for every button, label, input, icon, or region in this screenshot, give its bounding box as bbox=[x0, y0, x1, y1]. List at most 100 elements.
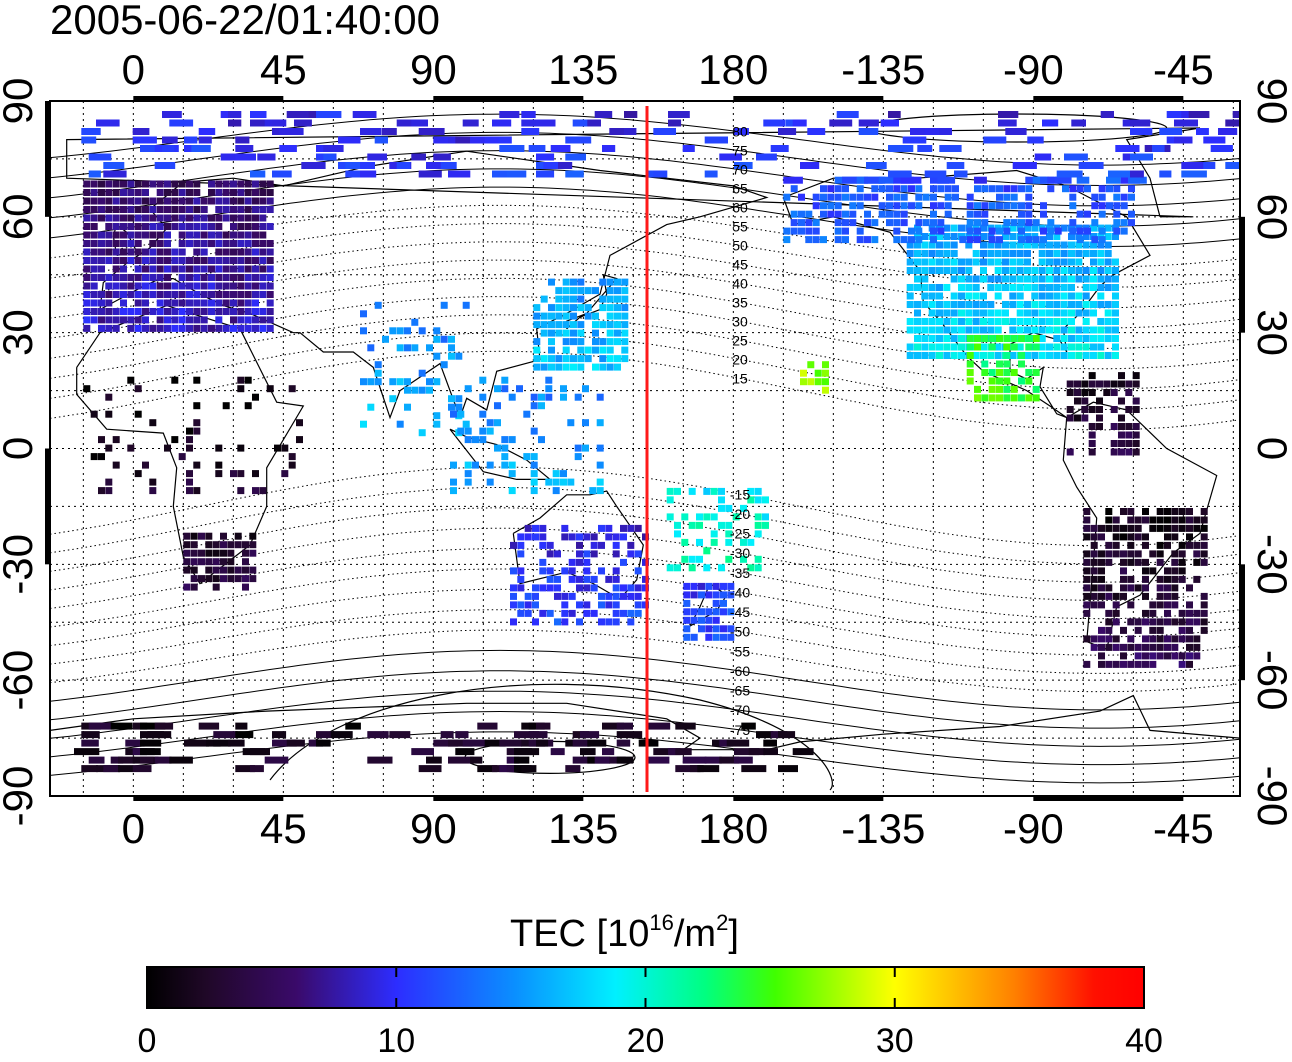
tec-cell bbox=[134, 206, 142, 213]
tec-cell bbox=[510, 618, 517, 626]
tec-cell bbox=[928, 318, 936, 325]
tec-cell bbox=[624, 128, 637, 135]
tec-cell bbox=[1068, 352, 1075, 359]
tec-cell bbox=[980, 258, 987, 266]
tec-cell bbox=[936, 284, 943, 291]
tec-cell bbox=[878, 185, 886, 193]
tec-cell bbox=[1010, 369, 1018, 376]
tec-cell bbox=[134, 324, 142, 332]
tec-cell bbox=[1186, 508, 1193, 515]
tec-cell bbox=[1003, 394, 1011, 402]
tec-cell bbox=[164, 257, 171, 264]
tec-cell bbox=[450, 410, 457, 418]
tec-cell bbox=[426, 386, 433, 394]
tec-cell bbox=[675, 722, 696, 730]
tec-cell bbox=[127, 316, 135, 324]
tec-cell bbox=[1149, 601, 1157, 609]
tec-cell bbox=[974, 185, 981, 193]
tec-cell bbox=[1081, 406, 1089, 413]
tec-cell bbox=[908, 202, 915, 210]
tec-cell bbox=[1149, 618, 1157, 626]
tec-cell bbox=[605, 592, 613, 600]
tec-cell bbox=[988, 335, 996, 342]
tec-cell bbox=[1134, 550, 1142, 558]
tec-cell bbox=[570, 355, 577, 363]
tec-cell bbox=[1002, 233, 1009, 240]
tec-cell bbox=[1060, 284, 1068, 291]
tec-cell bbox=[448, 352, 455, 360]
tec-cell bbox=[464, 461, 472, 469]
tec-cell bbox=[928, 335, 936, 342]
tec-cell bbox=[1032, 176, 1047, 184]
tec-cell bbox=[1003, 360, 1011, 368]
tec-cell bbox=[1024, 250, 1031, 257]
tec-cell bbox=[540, 321, 548, 329]
tec-cell bbox=[396, 378, 404, 386]
tec-cell bbox=[1105, 508, 1113, 515]
tec-cell bbox=[1025, 335, 1033, 342]
tec-cell bbox=[605, 533, 613, 541]
tec-cell bbox=[562, 287, 570, 295]
tec-cell bbox=[1112, 618, 1120, 626]
tec-cell bbox=[705, 608, 713, 616]
tec-cell bbox=[834, 202, 842, 210]
colorbar-tick-label: 30 bbox=[876, 1022, 914, 1057]
tec-cell bbox=[112, 214, 120, 222]
left-latitude-label: 60 bbox=[0, 193, 41, 240]
tec-cell bbox=[574, 453, 582, 461]
tec-cell bbox=[215, 316, 223, 324]
tec-cell bbox=[186, 265, 193, 273]
tec-cell bbox=[230, 214, 237, 222]
tec-cell bbox=[464, 470, 472, 478]
tec-cell bbox=[230, 240, 237, 247]
tec-cell bbox=[577, 287, 585, 295]
tec-cell bbox=[462, 739, 487, 747]
tec-cell bbox=[486, 478, 494, 486]
bottom-longitude-label: 0 bbox=[122, 805, 145, 852]
tec-cell bbox=[1097, 352, 1105, 359]
tec-cell bbox=[1091, 193, 1099, 201]
tec-cell bbox=[1193, 575, 1201, 583]
tec-cell bbox=[98, 308, 105, 315]
tec-cell bbox=[937, 227, 945, 235]
tec-cell bbox=[1002, 258, 1009, 266]
tec-cell bbox=[538, 393, 545, 401]
tec-cell bbox=[517, 584, 525, 592]
tec-cell bbox=[1031, 352, 1039, 359]
tec-cell bbox=[433, 378, 441, 386]
tec-cell bbox=[98, 274, 105, 281]
tec-cell bbox=[186, 436, 193, 444]
tec-cell bbox=[134, 282, 142, 290]
tec-cell bbox=[105, 299, 113, 307]
tec-cell bbox=[112, 197, 120, 205]
tec-cell bbox=[987, 326, 995, 334]
tec-cell bbox=[1068, 309, 1075, 317]
tec-cell bbox=[345, 722, 361, 730]
tec-cell bbox=[186, 282, 193, 290]
tec-cell bbox=[212, 583, 220, 591]
tec-cell bbox=[244, 180, 252, 188]
tec-cell bbox=[950, 250, 958, 257]
tec-cell bbox=[1009, 233, 1017, 240]
tec-cell bbox=[279, 128, 304, 135]
contour-label: -55 bbox=[730, 643, 750, 659]
tec-cell bbox=[1178, 635, 1186, 643]
tec-cell bbox=[928, 258, 936, 266]
tec-cell bbox=[555, 304, 563, 312]
tec-cell bbox=[1120, 660, 1127, 668]
tec-cell bbox=[725, 555, 733, 563]
top-longitude-label: -135 bbox=[841, 46, 925, 93]
tec-cell bbox=[568, 533, 576, 541]
right-latitude-label: -30 bbox=[1249, 534, 1292, 595]
tec-cell bbox=[690, 582, 698, 590]
tec-cell bbox=[1018, 219, 1025, 227]
tec-cell bbox=[1130, 119, 1151, 127]
tec-cell bbox=[1112, 301, 1119, 308]
contour-label: 80 bbox=[732, 124, 748, 140]
tec-cell bbox=[1156, 635, 1164, 643]
tec-cell bbox=[259, 197, 267, 205]
tec-cell bbox=[596, 478, 604, 486]
tec-cell bbox=[1118, 431, 1125, 439]
tec-cell bbox=[418, 128, 445, 135]
tec-cell bbox=[1038, 326, 1046, 334]
